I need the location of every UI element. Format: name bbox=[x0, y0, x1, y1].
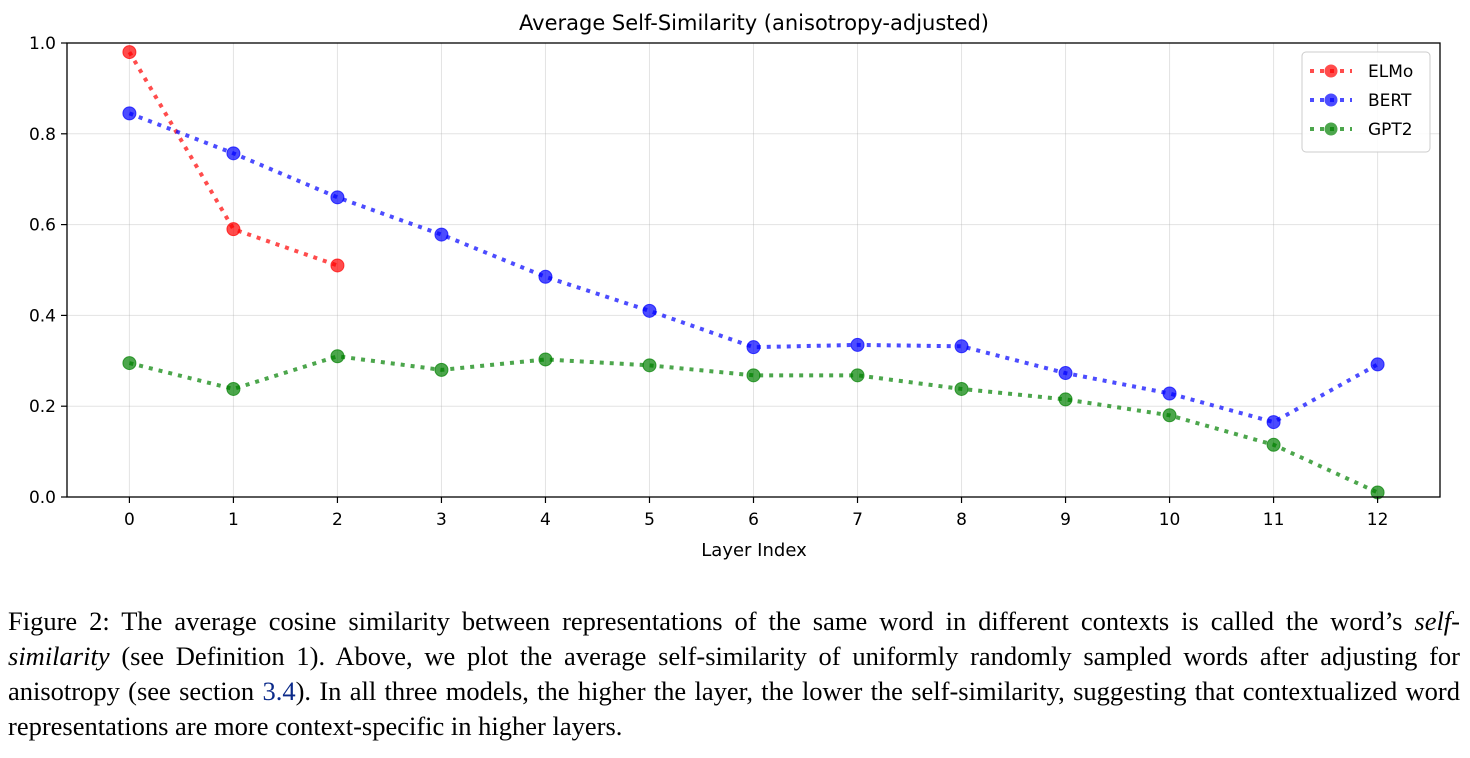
x-tick-label: 2 bbox=[332, 510, 343, 530]
data-point bbox=[226, 146, 241, 161]
caption-text-3: ). In all three models, the higher the l… bbox=[8, 676, 1461, 741]
legend-entry-gpt2: GPT2 bbox=[1310, 120, 1413, 140]
data-point bbox=[1266, 415, 1281, 430]
data-point bbox=[954, 381, 969, 396]
grid-lines bbox=[67, 42, 1440, 498]
data-point bbox=[642, 303, 657, 318]
data-point bbox=[122, 106, 137, 121]
data-point bbox=[850, 368, 865, 383]
data-point bbox=[642, 358, 657, 373]
data-point bbox=[330, 190, 345, 205]
series-layer bbox=[122, 45, 1385, 500]
x-tick-label: 10 bbox=[1159, 510, 1181, 530]
chart-title: Average Self-Similarity (anisotropy-adju… bbox=[519, 11, 989, 35]
data-point bbox=[954, 339, 969, 354]
caption-text-2: (see Definition 1). Above, we plot the a… bbox=[8, 641, 1460, 706]
x-tick-label: 1 bbox=[228, 510, 239, 530]
x-tick-label: 4 bbox=[540, 510, 551, 530]
legend-marker bbox=[1324, 122, 1338, 136]
y-tick-label: 1.0 bbox=[29, 34, 56, 54]
data-point bbox=[226, 381, 241, 396]
data-point bbox=[538, 352, 553, 367]
data-point bbox=[1162, 386, 1177, 401]
series-bert bbox=[122, 106, 1385, 430]
data-point bbox=[330, 349, 345, 364]
x-tick-label: 0 bbox=[124, 510, 135, 530]
data-point bbox=[746, 340, 761, 355]
data-point bbox=[1162, 408, 1177, 423]
data-point bbox=[1058, 392, 1073, 407]
data-point bbox=[434, 227, 449, 242]
caption-text-1: Figure 2: The average cosine similarity … bbox=[8, 606, 1415, 636]
line-chart: Average Self-Similarity (anisotropy-adju… bbox=[29, 11, 1441, 561]
figure-caption: Figure 2: The average cosine similarity … bbox=[8, 604, 1460, 744]
x-tick-label: 5 bbox=[644, 510, 655, 530]
x-tick-label: 12 bbox=[1367, 510, 1389, 530]
data-point bbox=[1058, 366, 1073, 381]
x-tick-label: 7 bbox=[852, 510, 863, 530]
x-tick-label: 6 bbox=[748, 510, 759, 530]
data-point bbox=[1370, 357, 1385, 372]
y-tick-label: 0.8 bbox=[29, 125, 56, 145]
data-point bbox=[1266, 437, 1281, 452]
series-gpt2 bbox=[122, 349, 1385, 500]
legend-marker bbox=[1324, 64, 1338, 78]
legend-label: ELMo bbox=[1368, 62, 1413, 82]
data-point bbox=[226, 222, 241, 237]
legend-entry-elmo: ELMo bbox=[1310, 62, 1413, 82]
data-point bbox=[850, 337, 865, 352]
x-axis: 0 1 2 3 4 5 6 7 8 9 10 11 12 bbox=[124, 497, 1388, 530]
legend-entry-bert: BERT bbox=[1310, 91, 1412, 111]
data-point bbox=[746, 368, 761, 383]
x-tick-label: 11 bbox=[1263, 510, 1285, 530]
caption-emphasis: self-similarity bbox=[8, 606, 1460, 671]
legend-label: GPT2 bbox=[1368, 120, 1413, 140]
y-tick-label: 0.2 bbox=[29, 397, 56, 417]
legend: ELMo BERT GPT2 bbox=[1301, 51, 1431, 153]
y-tick-label: 0.4 bbox=[29, 306, 56, 326]
series-elmo bbox=[122, 45, 345, 273]
x-tick-label: 8 bbox=[956, 510, 967, 530]
legend-label: BERT bbox=[1368, 91, 1412, 111]
data-point bbox=[330, 258, 345, 273]
y-axis: 0.0 0.2 0.4 0.6 0.8 1.0 bbox=[29, 34, 67, 508]
x-tick-label: 3 bbox=[436, 510, 447, 530]
data-point bbox=[434, 362, 449, 377]
data-point bbox=[122, 45, 137, 60]
section-ref-link[interactable]: 3.4 bbox=[262, 676, 296, 706]
y-tick-label: 0.0 bbox=[29, 488, 56, 508]
x-axis-label: Layer Index bbox=[701, 540, 807, 561]
legend-marker bbox=[1324, 93, 1338, 107]
y-tick-label: 0.6 bbox=[29, 216, 56, 236]
x-tick-label: 9 bbox=[1060, 510, 1071, 530]
data-point bbox=[122, 356, 137, 371]
data-point bbox=[538, 269, 553, 284]
